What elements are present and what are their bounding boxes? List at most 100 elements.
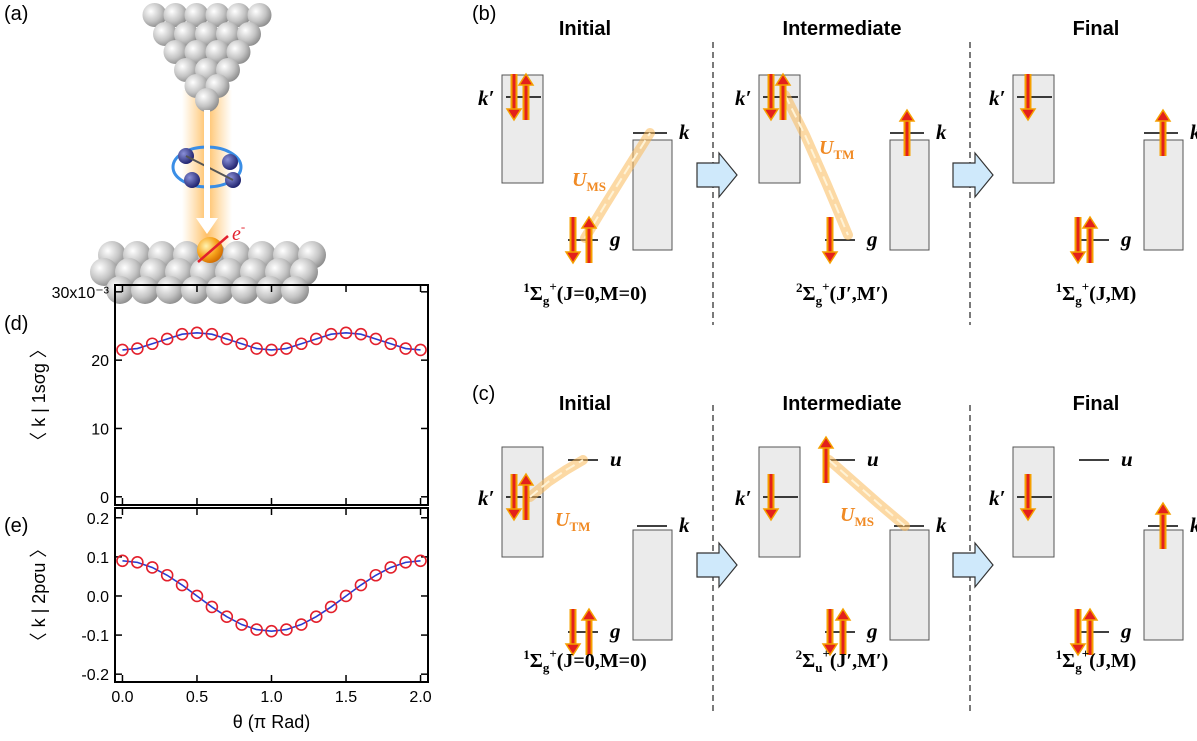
y-tick-label: 0.0 (87, 589, 109, 606)
electrode-box (1013, 447, 1054, 557)
panel-label: (d) (4, 313, 28, 335)
y-axis-label: 〈 k | 1sσg 〉 (29, 340, 49, 450)
data-line (122, 333, 420, 350)
state-label: 1Σg+(J,M) (1056, 646, 1137, 675)
state-term: Σ (1062, 650, 1075, 672)
surface-atom (131, 276, 159, 304)
coupling-label: UTM (819, 137, 854, 162)
electrode-box (1144, 140, 1183, 250)
state-sign: + (822, 279, 829, 294)
level-label: k (936, 513, 947, 537)
panel-label: (c) (472, 383, 495, 405)
y-tick-label: 30x10⁻³ (52, 285, 110, 302)
state-quantum-numbers: (J=0,M=0) (557, 650, 647, 672)
state-term: Σ (802, 650, 815, 672)
spin-head (582, 609, 596, 620)
state-term: Σ (1062, 283, 1075, 305)
panel-label: (e) (4, 515, 28, 537)
tip-atom (195, 88, 219, 112)
state-parity: g (543, 293, 550, 308)
state-parity: g (1075, 660, 1082, 675)
column-title: Intermediate (783, 18, 902, 40)
y-tick-label: -0.2 (81, 667, 109, 684)
y-tick-label: 0 (100, 490, 109, 507)
level-label: k (679, 120, 690, 144)
electrode-box (633, 530, 672, 640)
electrode-box (890, 140, 929, 250)
y-axis-label: 〈 k | 2pσu 〉 (29, 540, 49, 651)
process-arrow (953, 543, 993, 587)
level-label: u (867, 447, 879, 471)
spin-head (566, 252, 580, 263)
level-label: k (1190, 513, 1197, 537)
spin-head (819, 437, 833, 448)
state-quantum-numbers: (J′,M′) (830, 650, 888, 672)
state-label: 2Σu+(J′,M′) (796, 646, 889, 675)
level-label: g (609, 619, 621, 643)
spin-head (1083, 609, 1097, 620)
y-tick-label: 0.2 (87, 511, 109, 528)
state-quantum-numbers: (J=0,M=0) (557, 283, 647, 305)
state-sign: + (549, 646, 556, 661)
level-label: k′ (478, 86, 494, 110)
spin-head (836, 609, 850, 620)
column-title: Final (1073, 393, 1120, 415)
y-tick-label: 20 (91, 353, 109, 370)
coupling-label: UMS (840, 504, 874, 529)
spin-head (1071, 252, 1085, 263)
level-label: k (679, 513, 690, 537)
state-quantum-numbers: (J,M) (1089, 650, 1136, 672)
level-label: g (866, 619, 878, 643)
state-term: Σ (530, 283, 543, 305)
level-label: g (866, 227, 878, 251)
coupling-subscript: MS (586, 179, 606, 194)
state-term: Σ (803, 283, 816, 305)
level-label: g (609, 227, 621, 251)
figure: e- Initialk′kgUMS1Σg+(J=0,M=0)Intermedia… (0, 0, 1197, 741)
column-title: Final (1073, 18, 1120, 40)
spin-head (900, 110, 914, 121)
y-tick-label: 10 (91, 421, 109, 438)
state-term: Σ (530, 650, 543, 672)
electrode-box (1013, 75, 1054, 183)
coupling-subscript: MS (854, 514, 874, 529)
x-tick-label: 1.5 (335, 689, 357, 706)
level-label: u (1121, 447, 1133, 471)
level-label: k′ (735, 86, 751, 110)
column-title: Initial (559, 393, 611, 415)
level-label: k′ (735, 486, 751, 510)
state-sign: + (822, 646, 829, 661)
state-quantum-numbers: (J′,M′) (830, 283, 888, 305)
surface-atom (206, 276, 234, 304)
spin-head (1156, 110, 1170, 121)
molecule-atom (222, 154, 238, 170)
surface-atom (256, 276, 284, 304)
y-tick-label: 0.1 (87, 550, 109, 567)
level-label: k (1190, 120, 1197, 144)
x-tick-label: 1.0 (260, 689, 282, 706)
electron-label: e- (232, 219, 245, 245)
surface-atom (181, 276, 209, 304)
state-label: 1Σg+(J,M) (1056, 279, 1137, 308)
state-sign: + (1082, 279, 1089, 294)
data-line (122, 561, 420, 631)
surface-atom (281, 276, 309, 304)
process-arrow (697, 153, 737, 197)
state-parity: g (816, 293, 823, 308)
level-label: g (1120, 227, 1132, 251)
state-parity: u (815, 660, 822, 675)
column-title: Initial (559, 18, 611, 40)
state-label: 2Σg+(J′,M′) (796, 279, 888, 308)
plot-frame (115, 508, 428, 682)
level-label: k′ (478, 486, 494, 510)
electrode-box (890, 530, 929, 640)
x-tick-label: 0.0 (111, 689, 133, 706)
x-axis-label: θ (π Rad) (233, 712, 310, 732)
transition-diagrams: Initialk′kgUMS1Σg+(J=0,M=0)Intermediatek… (478, 18, 1197, 715)
coupling-label: UMS (572, 169, 606, 194)
level-label: u (610, 447, 622, 471)
surface-atom (231, 276, 259, 304)
state-parity: g (543, 660, 550, 675)
surface-atom (106, 276, 134, 304)
